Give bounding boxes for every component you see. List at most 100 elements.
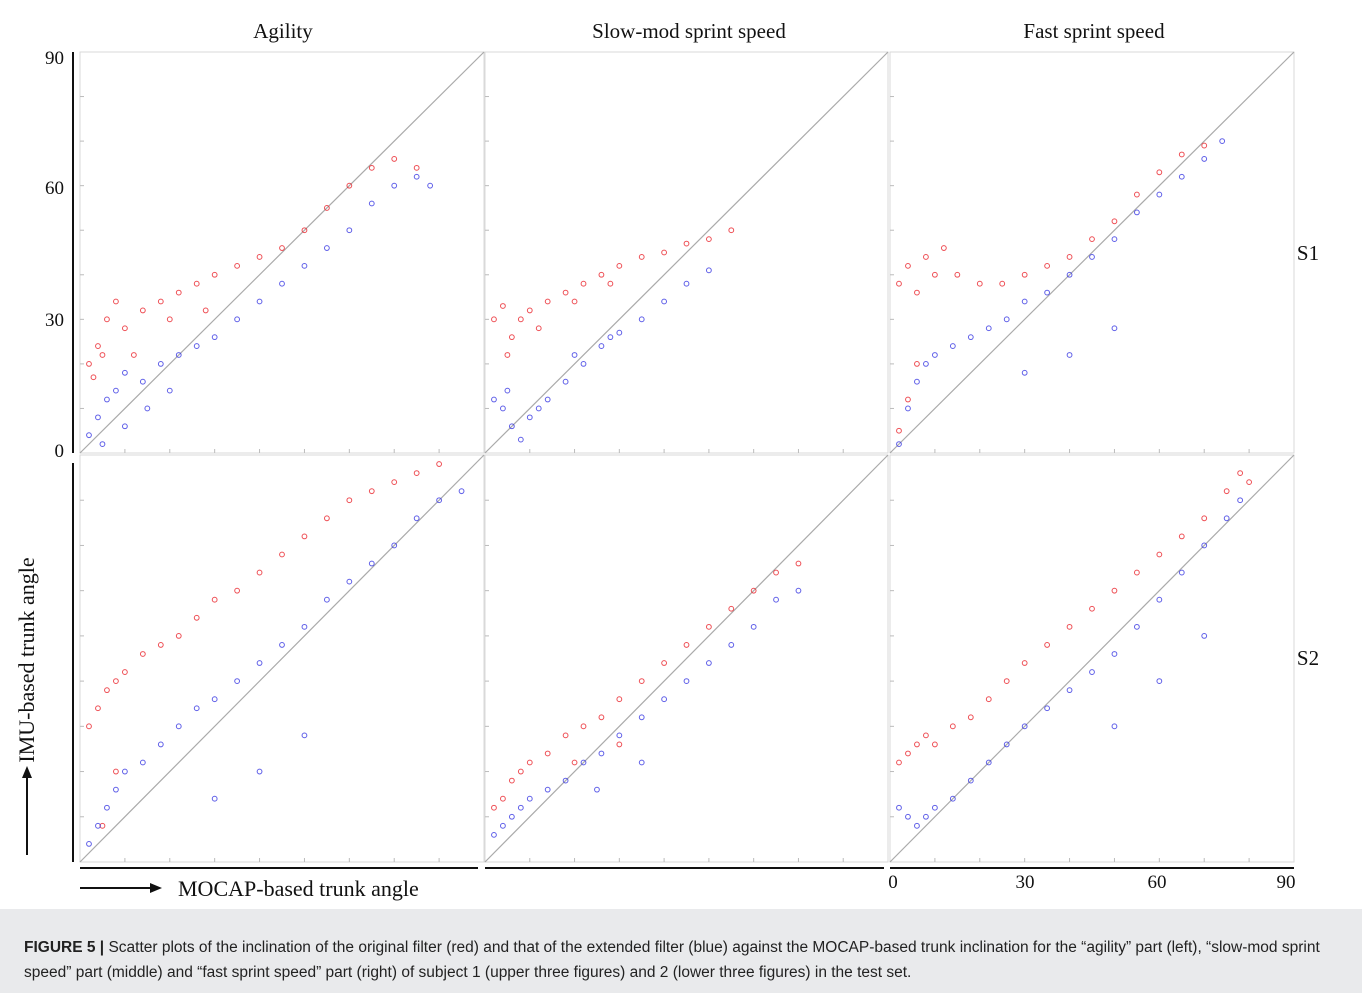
data-point [1133,209,1140,216]
panel-fast-sprint-speed-s2 [889,454,1295,863]
data-point [323,245,330,251]
data-point [616,696,623,703]
data-point [517,768,524,775]
data-point [157,360,164,367]
data-point [234,262,241,269]
data-point [1201,515,1208,522]
original-filter-series [86,461,443,829]
data-point [391,156,398,162]
data-point [544,786,551,793]
data-point [896,441,902,447]
x-tick-label-30: 30 [1016,872,1035,893]
data-point [1066,271,1073,278]
data-point [705,236,712,243]
column-title-fast-sprint: Fast sprint speed [1023,19,1165,43]
row-label-s1: S1 [1297,241,1319,265]
y-tick-label-90: 90 [45,48,64,69]
panel-frame [484,454,889,863]
data-point [661,298,668,305]
data-point [571,352,578,358]
data-point [121,325,128,332]
data-point [1066,352,1073,358]
data-point [1089,254,1095,260]
data-point [949,795,956,802]
data-point [571,298,578,305]
extended-filter-series [491,267,712,443]
data-point [1201,142,1208,149]
data-point [1044,705,1051,712]
data-point [500,795,506,802]
data-point [1156,191,1163,198]
scatter-panels [72,51,1295,869]
data-point [705,623,712,630]
data-point [211,696,218,703]
data-point [256,298,263,305]
original-filter-series [86,156,420,381]
data-point [1021,660,1028,666]
data-point [594,786,600,793]
data-point [301,533,308,540]
data-point [504,352,511,358]
data-point [905,405,911,412]
data-point [121,423,128,430]
row-label-s2: S2 [1297,646,1319,670]
data-point [1021,298,1028,305]
data-point [661,249,668,256]
data-point [104,316,110,323]
data-point [121,768,128,775]
data-point [157,298,164,305]
data-point [526,307,533,314]
data-point [1003,316,1010,323]
data-point [896,427,902,434]
data-point [95,822,101,829]
data-point [517,436,524,443]
data-point [99,352,106,358]
data-point [1003,678,1010,685]
data-point [1066,687,1073,694]
data-point [750,587,757,594]
data-point [436,497,443,504]
data-point [413,470,420,476]
data-point [508,334,515,341]
data-point [1044,262,1051,269]
panel-fast-sprint-speed-s1 [889,51,1295,454]
data-point [1237,497,1244,504]
data-point [598,271,605,278]
data-point [773,569,779,576]
data-point [508,777,515,784]
data-point [113,768,119,775]
data-point [914,741,920,748]
data-point [598,750,605,757]
data-point [368,200,375,207]
data-point [638,678,645,685]
data-point [1156,551,1163,558]
data-point [923,732,929,739]
data-point [535,405,542,412]
data-point [301,732,308,739]
data-point [638,759,645,766]
identity-line [79,454,485,863]
data-point [1111,587,1118,594]
data-point [99,441,106,447]
data-point [491,804,497,811]
data-point [1178,173,1185,180]
data-point [544,750,551,757]
data-point [661,696,668,703]
panel-frame [889,51,1295,454]
data-point [139,307,146,314]
caption-text: Scatter plots of the inclination of the … [24,939,1320,981]
data-point [113,678,119,685]
data-point [967,777,974,784]
data-point [1237,470,1244,476]
data-point [954,271,961,278]
data-point [256,660,263,666]
x-axis-label: MOCAP-based trunk angle [178,876,419,901]
y-tick-label-0: 0 [55,441,65,462]
data-point [193,280,200,287]
data-point [949,723,956,730]
data-point [795,560,802,567]
data-point [508,813,515,820]
identity-line [484,51,889,454]
y-axis-label: IMU-based trunk angle [14,557,39,762]
data-point [368,560,375,567]
